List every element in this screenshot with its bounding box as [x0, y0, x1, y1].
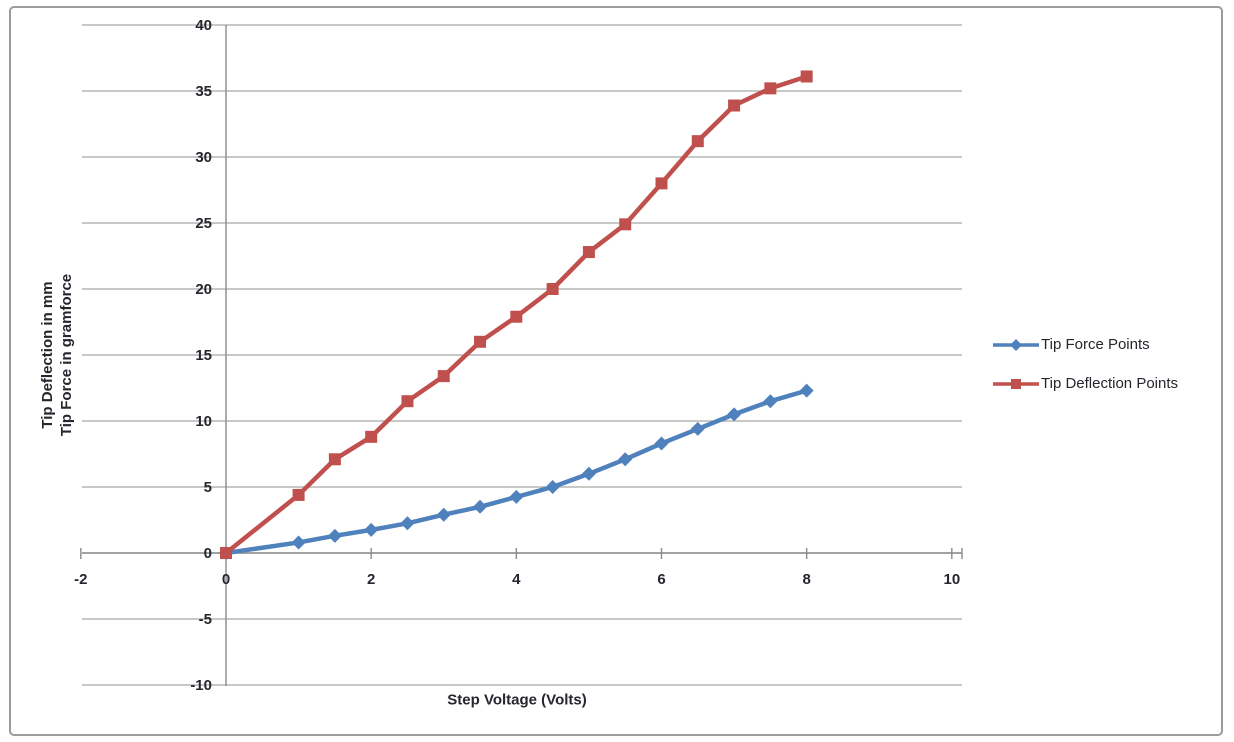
- x-tick-label: 6: [657, 571, 665, 588]
- y-axis-title-line-1: Tip Deflection in mm: [39, 281, 56, 429]
- data-point-diamond: [436, 507, 451, 522]
- x-tick-label: 2: [367, 571, 375, 588]
- data-point-square: [328, 453, 341, 466]
- data-point-square: [510, 310, 523, 323]
- y-tick-label: 35: [195, 83, 212, 100]
- legend-item-tip-force: Tip Force Points: [993, 336, 1178, 353]
- data-point-square: [401, 395, 414, 408]
- y-axis-title-line-2: Tip Force in gramforce: [58, 273, 75, 437]
- data-point-square: [691, 135, 704, 148]
- data-point-square: [582, 246, 595, 259]
- data-point-square: [437, 370, 450, 383]
- legend-label: Tip Deflection Points: [1041, 375, 1179, 392]
- y-tick-label: 10: [195, 413, 212, 430]
- series-line: [223, 74, 809, 556]
- legend-swatch-square-icon: [993, 378, 1039, 389]
- data-point-square: [1011, 378, 1021, 389]
- y-tick-label: -5: [199, 611, 212, 628]
- legend-swatch-diamond-icon: [993, 338, 1039, 351]
- y-tick-label: 20: [195, 281, 212, 298]
- data-point-diamond: [509, 489, 524, 504]
- x-tick-label: 8: [802, 571, 810, 588]
- series-tip-deflection-points: [220, 70, 813, 559]
- series-line: [223, 388, 809, 556]
- x-tick-label: 4: [512, 571, 521, 588]
- data-point-diamond: [364, 522, 379, 537]
- y-tick-label: 5: [204, 479, 212, 496]
- data-point-diamond: [545, 480, 560, 494]
- data-point-square: [655, 177, 668, 190]
- data-point-square: [474, 335, 487, 348]
- data-point-square: [728, 99, 741, 112]
- series-tip-force-points: [219, 383, 814, 560]
- data-point-square: [546, 283, 559, 295]
- data-point-square: [365, 430, 378, 443]
- x-tick-label: 10: [943, 571, 960, 588]
- data-point-diamond: [581, 466, 596, 481]
- legend-label: Tip Force Points: [1041, 336, 1150, 353]
- data-point-diamond: [327, 528, 342, 543]
- y-tick-label: 0: [204, 545, 212, 562]
- data-point-square: [764, 82, 777, 95]
- legend-item-tip-deflection: Tip Deflection Points: [993, 375, 1178, 392]
- data-point-diamond: [763, 394, 778, 409]
- data-point-square: [292, 488, 305, 501]
- y-axis-title: Tip Deflection in mm Tip Force in gramfo…: [38, 274, 76, 436]
- y-tick-label: -10: [190, 677, 212, 694]
- data-point-square: [220, 547, 232, 559]
- data-point-diamond: [1010, 338, 1022, 351]
- data-point-diamond: [690, 421, 705, 436]
- chart-frame: [9, 6, 1223, 736]
- x-tick-label: 0: [222, 571, 230, 588]
- data-point-diamond: [291, 535, 306, 550]
- x-axis-title: Step Voltage (Volts): [447, 691, 587, 709]
- data-point-square: [800, 70, 813, 83]
- data-point-diamond: [400, 516, 415, 531]
- data-point-square: [619, 218, 632, 231]
- data-point-diamond: [727, 407, 742, 422]
- y-tick-label: 15: [195, 347, 212, 364]
- legend: Tip Force Points Tip Deflection Points: [993, 336, 1178, 392]
- data-point-diamond: [473, 499, 488, 514]
- y-tick-label: 40: [195, 17, 212, 34]
- x-tick-label: -2: [74, 571, 87, 588]
- y-tick-label: 30: [195, 149, 212, 166]
- data-point-diamond: [618, 452, 633, 467]
- y-tick-label: 25: [195, 215, 212, 232]
- data-point-diamond: [654, 436, 669, 451]
- data-point-diamond: [799, 383, 814, 398]
